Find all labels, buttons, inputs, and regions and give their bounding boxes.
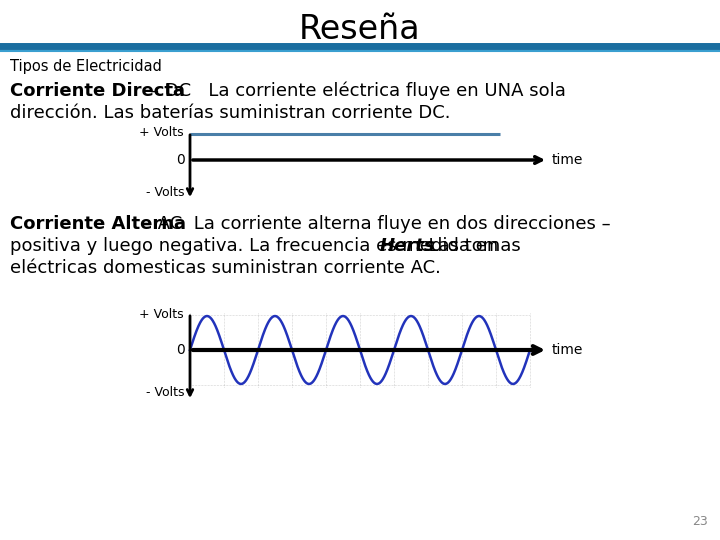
Text: positiva y luego negativa. La frecuencia es medida en: positiva y luego negativa. La frecuencia… [10,237,504,255]
Text: Corriente Alterna: Corriente Alterna [10,215,186,233]
Text: dirección. Las baterías suministran corriente DC.: dirección. Las baterías suministran corr… [10,104,451,122]
Text: eléctricas domesticas suministran corriente AC.: eléctricas domesticas suministran corrie… [10,259,441,277]
Text: + Volts: + Volts [140,126,184,139]
Text: – AC  La corriente alterna fluye en dos direcciones –: – AC La corriente alterna fluye en dos d… [143,215,611,233]
Text: time: time [552,153,583,167]
Text: 0: 0 [176,343,185,357]
Text: - Volts: - Volts [145,386,184,399]
Text: Reseña: Reseña [300,13,420,46]
Text: Herts: Herts [380,237,436,255]
Text: time: time [552,343,583,357]
Text: . Las tomas: . Las tomas [417,237,521,255]
Text: Corriente Directa: Corriente Directa [10,82,185,100]
Text: + Volts: + Volts [140,307,184,321]
Text: Tipos de Electricidad: Tipos de Electricidad [10,59,162,74]
Text: - Volts: - Volts [145,186,184,199]
Text: – DC   La corriente eléctrica fluye en UNA sola: – DC La corriente eléctrica fluye en UNA… [150,82,566,100]
Text: 23: 23 [692,515,708,528]
Text: 0: 0 [176,153,185,167]
